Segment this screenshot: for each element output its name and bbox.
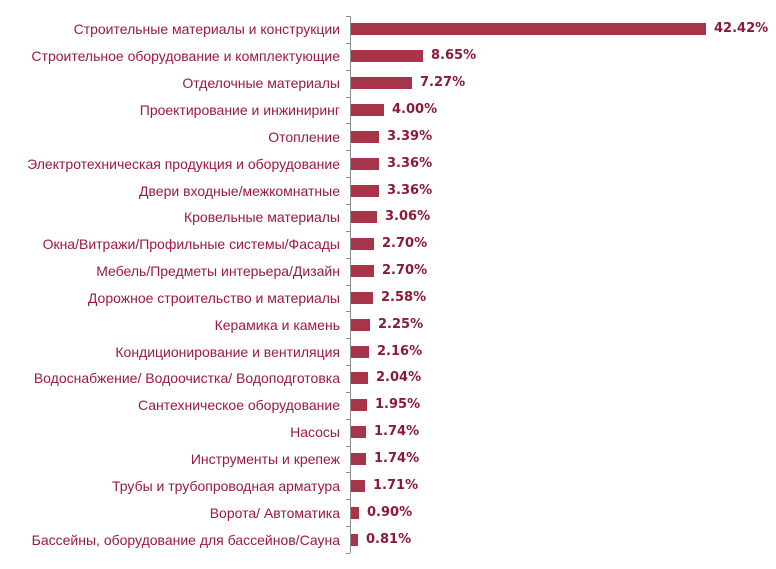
- category-label: Отопление: [268, 129, 340, 145]
- axis-tick: [346, 392, 350, 393]
- axis-tick: [346, 123, 350, 124]
- value-label: 0.81%: [366, 532, 412, 547]
- value-label: 2.04%: [376, 370, 422, 385]
- bar: [351, 158, 379, 170]
- category-axis-line: [350, 16, 351, 553]
- value-label: 1.74%: [374, 424, 420, 439]
- bar: [351, 238, 374, 250]
- category-label: Водоснабжение/ Водоочистка/ Водоподготов…: [33, 370, 340, 386]
- category-label: Кондиционирование и вентиляция: [115, 344, 340, 360]
- bar: [351, 346, 369, 358]
- axis-tick: [346, 204, 350, 205]
- axis-tick: [346, 16, 350, 17]
- bar: [351, 77, 412, 89]
- category-label: Кровельные материалы: [183, 209, 340, 225]
- category-label: Отделочные материалы: [182, 75, 340, 91]
- value-label: 0.90%: [367, 505, 413, 520]
- value-label: 2.70%: [382, 263, 428, 278]
- category-label: Двери входные/межкомнатные: [139, 183, 340, 199]
- axis-tick: [346, 258, 350, 259]
- category-label: Ворота/ Автоматика: [209, 505, 340, 521]
- value-label: 3.36%: [387, 183, 433, 198]
- value-label: 2.16%: [377, 344, 423, 359]
- value-label: 3.06%: [385, 209, 431, 224]
- axis-tick: [346, 285, 350, 286]
- axis-tick: [346, 499, 350, 500]
- bar: [351, 319, 370, 331]
- value-label: 1.74%: [374, 451, 420, 466]
- bar: [351, 453, 366, 465]
- value-label: 4.00%: [392, 102, 438, 117]
- value-label: 7.27%: [420, 75, 466, 90]
- category-label: Трубы и трубопроводная арматура: [112, 478, 340, 494]
- value-label: 2.70%: [382, 236, 428, 251]
- value-label: 1.71%: [373, 478, 419, 493]
- value-label: 1.95%: [375, 397, 421, 412]
- bar: [351, 399, 367, 411]
- bar: [351, 480, 365, 492]
- category-label: Дорожное строительство и материалы: [87, 290, 340, 306]
- axis-tick: [346, 365, 350, 366]
- category-label: Насосы: [290, 424, 340, 440]
- axis-tick: [346, 553, 350, 554]
- category-label: Инструменты и крепеж: [190, 451, 340, 467]
- axis-tick: [346, 70, 350, 71]
- bar: [351, 131, 379, 143]
- category-label: Мебель/Предметы интерьера/Дизайн: [96, 263, 340, 279]
- bar: [351, 50, 423, 62]
- category-label: Керамика и камень: [214, 317, 340, 333]
- axis-tick: [346, 150, 350, 151]
- bar: [351, 292, 373, 304]
- value-label: 2.58%: [381, 290, 427, 305]
- axis-tick: [346, 526, 350, 527]
- value-label: 8.65%: [431, 48, 477, 63]
- bar: [351, 185, 379, 197]
- bar: [351, 372, 368, 384]
- axis-tick: [346, 338, 350, 339]
- category-label: Окна/Витражи/Профильные системы/Фасады: [42, 236, 340, 252]
- axis-tick: [346, 177, 350, 178]
- category-label: Строительные материалы и конструкции: [73, 21, 340, 37]
- bar: [351, 23, 706, 35]
- value-label: 3.39%: [387, 129, 433, 144]
- bar: [351, 426, 366, 438]
- axis-tick: [346, 231, 350, 232]
- value-label: 2.25%: [378, 317, 424, 332]
- bar: [351, 265, 374, 277]
- category-label: Строительное оборудование и комплектующи…: [31, 48, 340, 64]
- axis-tick: [346, 472, 350, 473]
- category-label: Электротехническая продукция и оборудова…: [27, 156, 340, 172]
- axis-tick: [346, 97, 350, 98]
- bar: [351, 104, 384, 116]
- category-label: Сантехническое оборудование: [137, 397, 340, 413]
- bar: [351, 507, 359, 519]
- axis-tick: [346, 311, 350, 312]
- category-label: Проектирование и инжиниринг: [139, 102, 340, 118]
- axis-tick: [346, 419, 350, 420]
- category-label: Бассейны, оборудование для бассейнов/Сау…: [31, 532, 340, 548]
- value-label: 42.42%: [714, 21, 769, 36]
- bar: [351, 211, 377, 223]
- bar: [351, 534, 358, 546]
- axis-tick: [346, 43, 350, 44]
- axis-tick: [346, 446, 350, 447]
- value-label: 3.36%: [387, 156, 433, 171]
